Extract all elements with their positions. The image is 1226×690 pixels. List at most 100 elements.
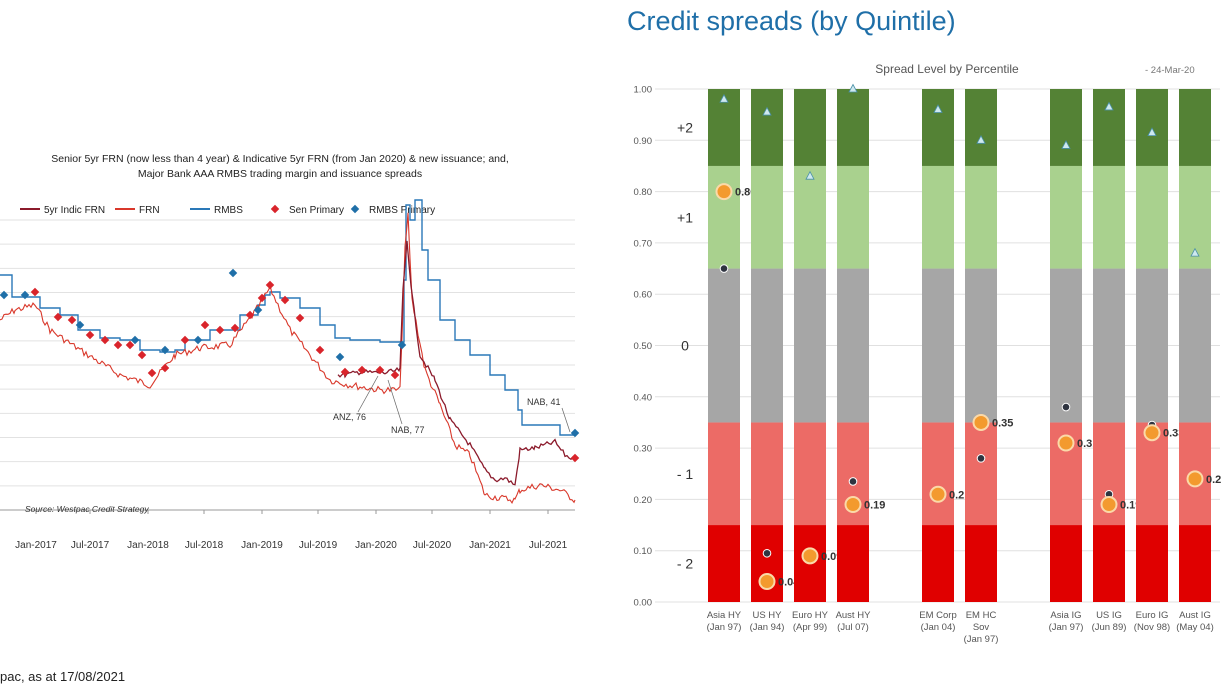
quintile-band [708, 165, 740, 269]
current-marker [929, 485, 947, 503]
category-label: Aust IG [1179, 610, 1211, 621]
rmbs-primary-point [570, 428, 580, 438]
quintile-bar [1179, 89, 1211, 602]
quintile-band [922, 268, 954, 423]
quintile-band [965, 89, 997, 166]
y-tick-label: 0.70 [634, 238, 653, 249]
category-label: US IG [1096, 610, 1122, 621]
y-tick-label: 1.00 [634, 85, 653, 96]
sen-primary-point [30, 287, 40, 297]
dark-dot-marker [719, 264, 729, 273]
x-tick-label: Jan-2018 [127, 540, 169, 551]
quintile-band [1093, 165, 1125, 269]
rmbs-primary-point [75, 320, 85, 330]
quintile-band [1179, 268, 1211, 423]
quintile-band [1050, 165, 1082, 269]
quintile-band [922, 89, 954, 166]
quintile-band [1179, 525, 1211, 602]
current-marker [1186, 470, 1204, 488]
right-chart-subtitle: Spread Level by Percentile [875, 62, 1019, 76]
quintile-bar [1050, 89, 1082, 602]
rmbs-primary-point [335, 352, 345, 362]
sen-primary-point [315, 345, 325, 355]
category-label: Aust HY [836, 610, 872, 621]
legend-label: RMBS Primary [369, 205, 435, 216]
rmbs-primary-point [253, 305, 263, 315]
left-title-line-1: Senior 5yr FRN (now less than 4 year) & … [51, 153, 509, 165]
legend-diamond-swatch [270, 204, 280, 214]
quintile-band [837, 165, 869, 269]
sen-primary-point [295, 313, 305, 323]
sen-primary-point [147, 368, 157, 378]
annotation-label: ANZ, 76 [333, 412, 366, 422]
annotation-leader [357, 375, 379, 413]
annotation-label: NAB, 77 [391, 425, 425, 435]
current-marker [801, 547, 819, 565]
triangle-marker [933, 104, 943, 113]
quintile-bar [751, 89, 783, 602]
current-marker [715, 183, 733, 201]
quintile-band [751, 422, 783, 526]
zone-label: - 1 [677, 466, 694, 482]
quintile-band [794, 165, 826, 269]
quintile-band [965, 525, 997, 602]
current-value-label: 0.2 [1206, 474, 1221, 486]
category-label: Asia IG [1050, 610, 1081, 621]
zone-label: +2 [677, 119, 693, 135]
triangle-marker [976, 134, 986, 144]
sen-primary-point [357, 365, 367, 375]
quintile-band [751, 525, 783, 602]
sen-primary-point [125, 340, 135, 350]
legend-label: FRN [139, 205, 160, 216]
sen-primary-point [280, 295, 290, 305]
x-tick-label: Jan-2020 [355, 540, 397, 551]
legend-diamond-swatch [350, 204, 360, 214]
quintile-band [1136, 165, 1168, 269]
right-chart-date: - 24-Mar-20 [1145, 65, 1195, 76]
category-label: (Apr 99) [793, 622, 827, 633]
sen-primary-point [265, 280, 275, 290]
category-label: (Nov 98) [1134, 622, 1170, 633]
quintile-band [708, 422, 740, 526]
category-label: (Jan 04) [921, 622, 956, 633]
sen-primary-point [570, 453, 580, 463]
x-tick-label: Jul-2021 [529, 540, 568, 551]
frn-line [0, 212, 576, 505]
y-tick-label: 0.10 [634, 546, 653, 557]
quintile-bar [1093, 89, 1125, 602]
sen-primary-point [245, 310, 255, 320]
y-tick-label: 0.30 [634, 444, 653, 455]
sen-primary-point [257, 293, 267, 303]
quintile-band [1093, 89, 1125, 166]
category-label: EM Corp [919, 610, 956, 621]
sen-primary-point [390, 370, 400, 380]
x-tick-label: Jul-2018 [185, 540, 224, 551]
quintile-bar [965, 89, 997, 602]
category-label: Euro HY [792, 610, 829, 621]
left-chart-title: Senior 5yr FRN (now less than 4 year) & … [0, 152, 560, 182]
quintile-bar [708, 89, 740, 602]
indic-frn-line [337, 240, 576, 486]
source-label: Source: Westpac Credit Strategy [25, 504, 149, 514]
sen-primary-point [215, 325, 225, 335]
quintile-band [965, 268, 997, 423]
quintile-band [794, 268, 826, 423]
quintile-band [751, 268, 783, 423]
sen-primary-point [113, 340, 123, 350]
current-marker [1143, 424, 1161, 442]
annotation-leader [387, 379, 403, 425]
rmbs-primary-point [228, 268, 238, 278]
annotation-label: NAB, 41 [527, 397, 561, 407]
triangle-marker [1147, 127, 1157, 137]
category-label: Asia HY [707, 610, 742, 621]
sen-primary-point [85, 330, 95, 340]
triangle-marker [719, 93, 729, 103]
sen-primary-point [67, 315, 77, 325]
quintile-band [751, 165, 783, 269]
current-value-label: 0.35 [992, 417, 1013, 429]
zone-label: - 2 [677, 556, 694, 572]
triangle-marker [1061, 140, 1071, 149]
y-tick-label: 0.20 [634, 495, 653, 506]
rmbs-line [0, 199, 576, 436]
current-marker [972, 413, 990, 431]
